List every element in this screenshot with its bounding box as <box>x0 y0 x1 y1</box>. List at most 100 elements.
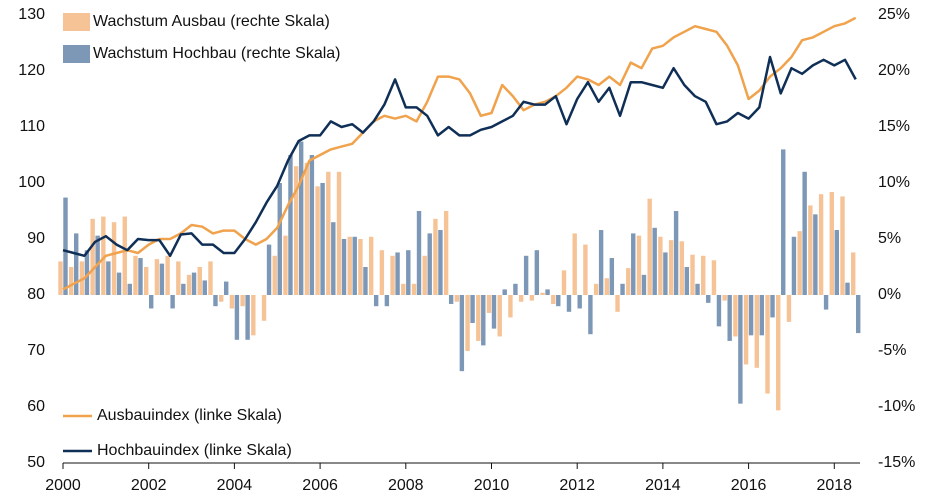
bar <box>706 295 711 303</box>
y-tick-label: 70 <box>27 342 45 359</box>
bar <box>454 295 460 302</box>
bar <box>626 268 631 295</box>
bar <box>545 289 550 295</box>
bar <box>411 283 417 295</box>
bar <box>534 250 540 295</box>
bar <box>197 267 202 295</box>
bar <box>459 295 465 372</box>
y2-tick-label: -10% <box>878 398 915 415</box>
bar <box>406 250 411 295</box>
y-tick-label: 110 <box>19 118 45 135</box>
bar <box>159 263 165 295</box>
bar <box>556 295 561 307</box>
bar <box>143 267 149 295</box>
bar <box>823 295 829 310</box>
bar <box>293 166 299 295</box>
bar <box>116 272 122 295</box>
bar <box>416 211 422 295</box>
bar <box>218 295 224 302</box>
bar <box>593 283 599 295</box>
bar <box>727 295 732 341</box>
y-tick-label: 90 <box>27 230 45 247</box>
bar <box>127 283 132 295</box>
x-tick-label: 2000 <box>45 477 81 494</box>
bar <box>834 230 839 295</box>
bar <box>191 272 197 295</box>
bar <box>223 281 229 295</box>
bar <box>684 267 690 295</box>
bar <box>518 295 524 302</box>
bar <box>690 254 695 295</box>
bar <box>748 295 754 336</box>
bar <box>336 171 342 295</box>
bar <box>315 186 320 295</box>
bar <box>551 295 556 304</box>
bar <box>245 295 250 340</box>
bar <box>776 295 781 411</box>
bar <box>69 267 74 295</box>
bar <box>465 295 470 351</box>
bar <box>604 278 610 295</box>
bar <box>170 295 175 309</box>
x-tick-label: 2004 <box>217 477 253 494</box>
bar <box>101 216 106 295</box>
bar <box>251 295 256 336</box>
bar <box>309 155 315 295</box>
bar <box>577 295 582 309</box>
bar <box>438 230 443 295</box>
bar <box>609 258 615 295</box>
bar <box>523 255 529 295</box>
bar <box>384 295 390 307</box>
x-tick-label: 2018 <box>816 477 852 494</box>
bar <box>572 233 577 295</box>
bar <box>802 171 807 295</box>
bar <box>202 280 207 295</box>
bar <box>738 295 743 404</box>
bar <box>320 183 325 295</box>
bar <box>234 295 240 340</box>
bar <box>326 171 331 295</box>
bar <box>722 295 727 301</box>
bar <box>352 236 357 295</box>
bar <box>433 218 438 295</box>
bar <box>390 255 395 295</box>
y-tick-label: 100 <box>18 174 45 191</box>
bar <box>368 236 374 295</box>
y2-tick-label: 0% <box>878 286 901 303</box>
bar <box>401 283 406 295</box>
bar <box>813 214 818 295</box>
y2-tick-label: 15% <box>878 118 910 135</box>
y-tick-label: 60 <box>27 398 45 415</box>
bar <box>679 241 685 295</box>
bar <box>148 295 154 309</box>
bar <box>481 295 486 346</box>
bar <box>74 233 79 295</box>
bar <box>347 236 352 295</box>
bar <box>791 236 797 295</box>
y-tick-label: 80 <box>27 286 45 303</box>
bar <box>395 252 400 295</box>
legend-swatch <box>63 13 90 31</box>
bar <box>588 295 593 335</box>
bar <box>818 194 824 295</box>
bar <box>781 149 786 295</box>
y2-tick-label: 20% <box>878 62 910 79</box>
x-tick-label: 2010 <box>474 477 510 494</box>
y-tick-label: 120 <box>18 62 45 79</box>
bar <box>652 227 657 295</box>
bar <box>759 295 765 336</box>
bar <box>743 295 749 365</box>
legend-swatch <box>63 45 90 63</box>
bar <box>491 295 497 329</box>
legend-label: Wachstum Ausbau (rechte Skala) <box>93 13 330 30</box>
bar <box>540 292 545 295</box>
y2-tick-label: 25% <box>878 6 910 23</box>
bar <box>701 255 706 295</box>
bar <box>288 155 293 295</box>
bar <box>476 295 481 341</box>
bar <box>754 295 760 368</box>
bar <box>208 261 213 295</box>
bar <box>90 218 95 295</box>
bar <box>529 295 535 301</box>
